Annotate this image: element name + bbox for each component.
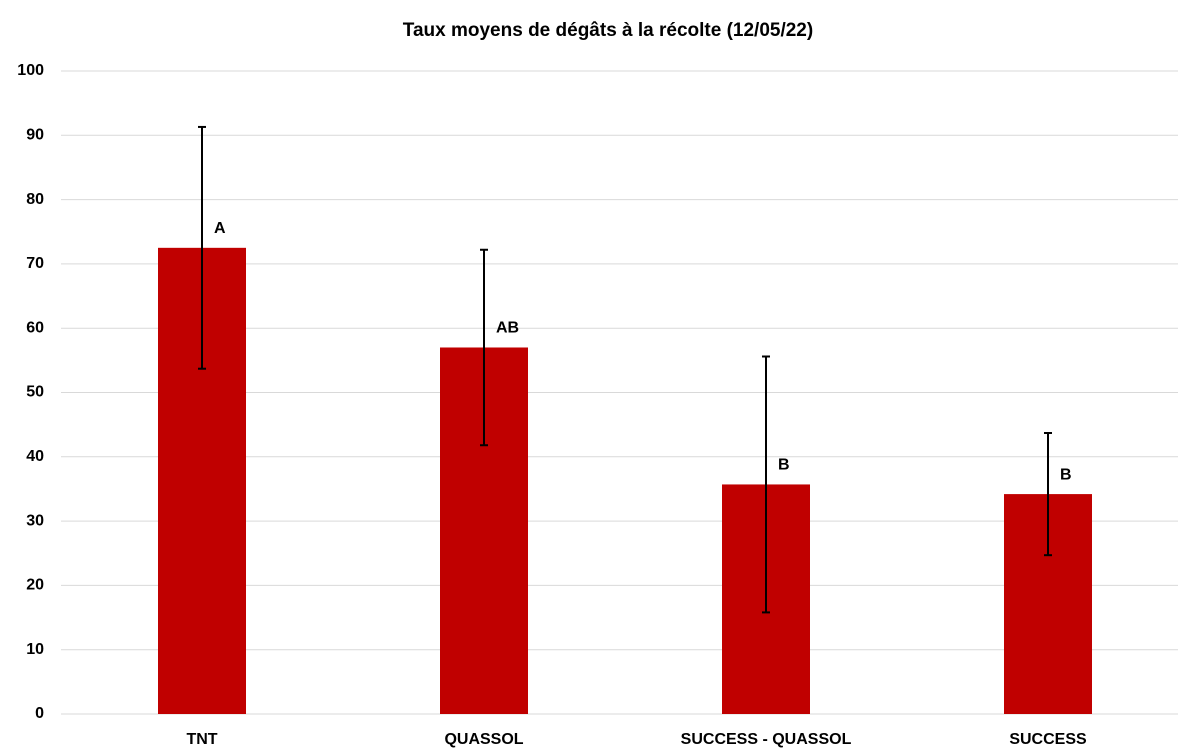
y-tick-label: 30 [26, 512, 44, 529]
error-bar [198, 125, 206, 370]
annotation: B [778, 457, 790, 474]
error-bar [762, 355, 770, 614]
chart-title: Taux moyens de dégâts à la récolte (12/0… [403, 20, 813, 41]
annotation: AB [496, 320, 519, 337]
y-tick-label: 80 [26, 191, 44, 208]
x-tick-label: TNT [186, 731, 217, 748]
y-tick-label: 50 [26, 384, 44, 401]
x-tick-label: SUCCESS - QUASSOL [681, 731, 852, 748]
x-tick-label: QUASSOL [444, 731, 523, 748]
error-bar [1044, 432, 1052, 557]
y-tick-label: 90 [26, 127, 44, 144]
annotation: B [1060, 466, 1072, 483]
y-tick-label: 100 [17, 62, 44, 79]
annotation: A [214, 220, 226, 237]
x-tick-label: SUCCESS [1009, 731, 1087, 748]
y-tick-label: 60 [26, 319, 44, 336]
y-tick-label: 0 [35, 705, 44, 722]
error-bar [480, 248, 488, 447]
y-tick-label: 20 [26, 577, 44, 594]
y-tick-label: 40 [26, 448, 44, 465]
y-tick-label: 10 [26, 641, 44, 658]
y-tick-label: 70 [26, 255, 44, 272]
